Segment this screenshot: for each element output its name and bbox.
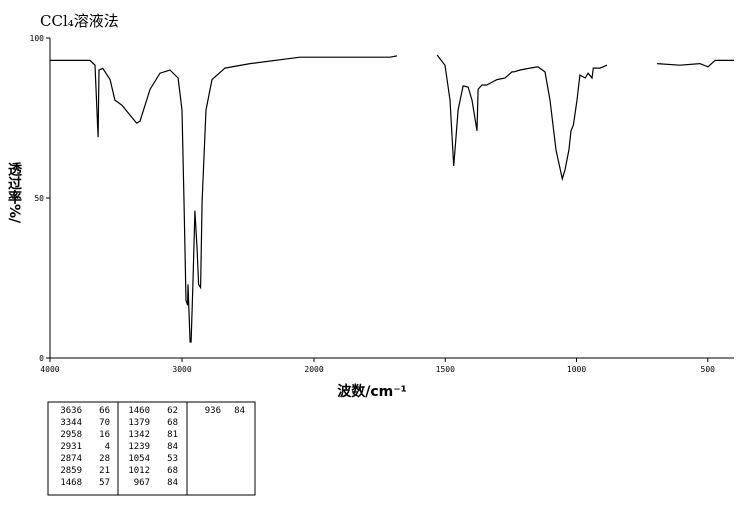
peak-transmittance: 81 bbox=[167, 430, 178, 440]
x-tick-label: 500 bbox=[701, 365, 716, 374]
spectrum-line bbox=[50, 54, 734, 343]
peak-transmittance: 57 bbox=[99, 478, 110, 488]
peak-transmittance: 68 bbox=[167, 466, 178, 476]
x-tick-label: 3000 bbox=[172, 365, 191, 374]
peak-transmittance: 16 bbox=[99, 430, 110, 440]
x-tick-label: 2000 bbox=[304, 365, 323, 374]
peak-wavenumber: 2874 bbox=[60, 454, 82, 464]
x-tick-label: 1000 bbox=[567, 365, 586, 374]
peak-transmittance: 21 bbox=[99, 466, 110, 476]
peak-transmittance: 28 bbox=[99, 454, 110, 464]
x-axis-label: 波数/cm⁻¹ bbox=[337, 383, 407, 400]
peak-wavenumber: 3636 bbox=[60, 406, 82, 416]
peak-transmittance: 84 bbox=[167, 442, 178, 452]
peak-wavenumber: 936 bbox=[205, 406, 221, 416]
y-tick-label: 50 bbox=[34, 194, 44, 203]
peak-transmittance: 84 bbox=[167, 478, 178, 488]
peak-transmittance: 70 bbox=[99, 418, 110, 428]
peak-wavenumber: 3344 bbox=[60, 418, 82, 428]
peak-wavenumber: 1054 bbox=[128, 454, 150, 464]
peak-wavenumber: 2931 bbox=[60, 442, 82, 452]
peak-wavenumber: 1239 bbox=[128, 442, 150, 452]
peak-transmittance: 68 bbox=[167, 418, 178, 428]
peak-wavenumber: 1012 bbox=[128, 466, 150, 476]
peak-wavenumber: 2859 bbox=[60, 466, 82, 476]
peak-transmittance: 53 bbox=[167, 454, 178, 464]
peak-transmittance: 84 bbox=[234, 406, 245, 416]
peak-wavenumber: 1468 bbox=[60, 478, 82, 488]
y-tick-label: 0 bbox=[39, 354, 44, 363]
peak-transmittance: 4 bbox=[105, 442, 110, 452]
peak-wavenumber: 2958 bbox=[60, 430, 82, 440]
table-border bbox=[47, 401, 256, 496]
peak-wavenumber: 967 bbox=[134, 478, 150, 488]
peak-wavenumber: 1379 bbox=[128, 418, 150, 428]
peak-transmittance: 62 bbox=[167, 406, 178, 416]
chart-title: CCl₄溶液法 bbox=[40, 12, 119, 30]
peak-wavenumber: 1460 bbox=[128, 406, 150, 416]
y-axis-label: 透过率%/ bbox=[6, 162, 22, 224]
x-tick-label: 4000 bbox=[40, 365, 59, 374]
peak-wavenumber: 1342 bbox=[128, 430, 150, 440]
peak-table: 3636 66 3344 70 2958 16 2931 4 2874 28 2859 21 1468 5… bbox=[47, 401, 256, 496]
x-tick-label: 1500 bbox=[436, 365, 455, 374]
y-tick-label: 100 bbox=[30, 34, 45, 43]
peak-transmittance: 66 bbox=[99, 406, 110, 416]
